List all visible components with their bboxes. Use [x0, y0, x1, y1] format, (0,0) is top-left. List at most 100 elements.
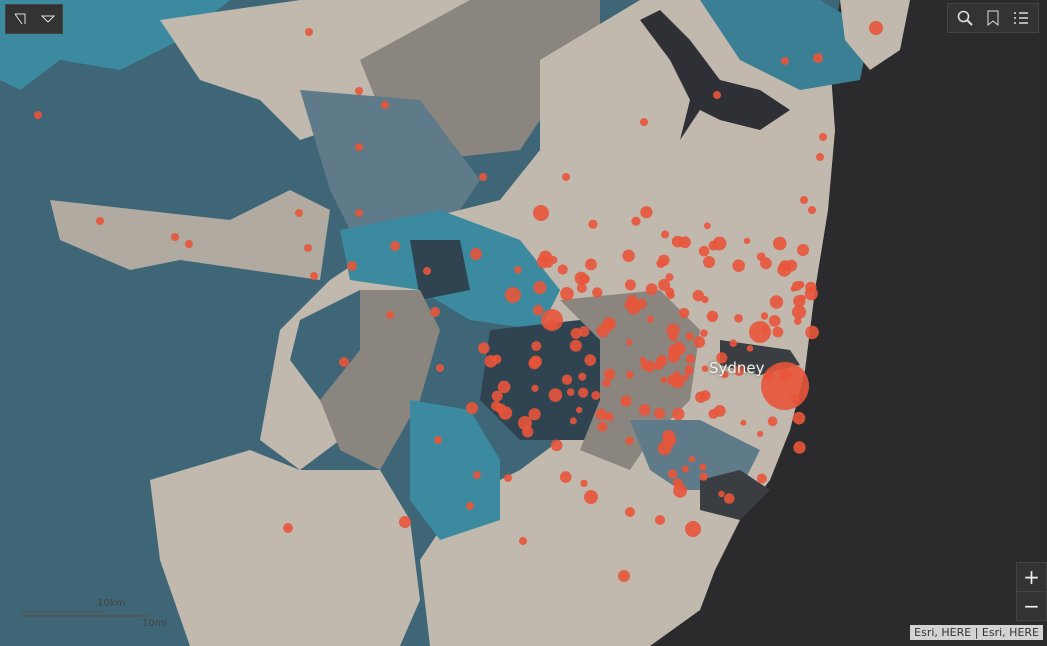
marker[interactable] — [578, 387, 589, 398]
marker[interactable] — [602, 378, 611, 388]
marker[interactable] — [478, 342, 490, 355]
marker[interactable] — [800, 196, 808, 204]
marker[interactable] — [808, 206, 816, 214]
marker[interactable] — [566, 388, 575, 397]
marker[interactable] — [666, 323, 680, 337]
marker[interactable] — [679, 236, 691, 249]
marker[interactable] — [355, 143, 363, 151]
marker[interactable] — [692, 289, 704, 302]
marker[interactable] — [34, 111, 42, 119]
marker[interactable] — [792, 305, 806, 319]
marker[interactable] — [541, 309, 563, 331]
marker[interactable] — [660, 376, 667, 384]
marker[interactable] — [769, 295, 784, 309]
marker[interactable] — [805, 325, 819, 340]
marker[interactable] — [604, 319, 616, 331]
marker[interactable] — [638, 404, 651, 416]
marker[interactable] — [580, 274, 590, 285]
marker[interactable] — [743, 237, 751, 245]
marker[interactable] — [536, 255, 550, 269]
marker[interactable] — [729, 339, 738, 348]
marker[interactable] — [732, 259, 745, 273]
marker[interactable] — [591, 390, 601, 400]
marker[interactable] — [283, 523, 293, 533]
marker[interactable] — [584, 354, 596, 366]
marker[interactable] — [473, 471, 481, 479]
marker[interactable] — [569, 339, 582, 352]
marker[interactable] — [576, 283, 587, 293]
marker[interactable] — [578, 372, 587, 381]
marker[interactable] — [816, 153, 824, 161]
marker[interactable] — [794, 317, 802, 325]
marker[interactable] — [548, 388, 563, 402]
marker[interactable] — [584, 490, 598, 504]
marker[interactable] — [756, 252, 766, 261]
marker[interactable] — [595, 408, 607, 420]
marker[interactable] — [559, 471, 572, 483]
marker[interactable] — [504, 474, 512, 482]
marker[interactable] — [684, 366, 694, 375]
marker[interactable] — [639, 356, 647, 364]
marker[interactable] — [185, 240, 193, 248]
marker[interactable] — [688, 455, 696, 463]
marker[interactable] — [491, 390, 503, 402]
marker[interactable] — [746, 345, 754, 352]
marker[interactable] — [672, 407, 685, 421]
marker[interactable] — [773, 236, 787, 251]
marker[interactable] — [701, 365, 709, 373]
marker[interactable] — [347, 261, 357, 271]
marker[interactable] — [666, 291, 675, 300]
marker[interactable] — [620, 395, 632, 407]
marker[interactable] — [685, 354, 696, 364]
marker[interactable] — [569, 417, 577, 425]
marker[interactable] — [310, 272, 318, 280]
marker[interactable] — [703, 222, 711, 230]
marker[interactable] — [430, 307, 440, 317]
marker[interactable] — [667, 469, 678, 479]
marker[interactable] — [622, 249, 635, 262]
marker[interactable] — [699, 463, 707, 471]
zoom-in[interactable]: + — [1023, 565, 1040, 589]
marker[interactable] — [713, 91, 721, 99]
marker[interactable] — [685, 332, 694, 341]
zoom-out[interactable]: − — [1017, 591, 1046, 620]
dropdown-button[interactable] — [34, 5, 62, 33]
marker[interactable] — [657, 441, 672, 456]
marker[interactable] — [562, 173, 570, 181]
marker[interactable] — [531, 384, 539, 392]
marker[interactable] — [585, 258, 597, 271]
legend-button[interactable] — [1007, 4, 1035, 32]
marker[interactable] — [797, 244, 809, 256]
marker[interactable] — [434, 436, 442, 444]
marker[interactable] — [626, 339, 633, 346]
marker[interactable] — [626, 294, 638, 307]
marker[interactable] — [386, 311, 394, 319]
marker[interactable] — [470, 248, 482, 260]
marker[interactable] — [757, 430, 764, 437]
marker[interactable] — [518, 416, 532, 430]
marker[interactable] — [869, 21, 883, 35]
marker[interactable] — [355, 209, 363, 217]
marker[interactable] — [390, 241, 400, 251]
marker[interactable] — [528, 357, 541, 370]
marker[interactable] — [698, 245, 710, 257]
marker[interactable] — [792, 411, 806, 425]
marker[interactable] — [734, 314, 743, 323]
marker[interactable] — [703, 256, 716, 268]
marker[interactable] — [557, 264, 568, 275]
bookmark-button[interactable] — [979, 4, 1007, 32]
marker[interactable] — [699, 472, 708, 481]
marker[interactable] — [792, 281, 802, 291]
marker[interactable] — [767, 416, 778, 427]
marker[interactable] — [779, 260, 791, 272]
marker[interactable] — [678, 307, 690, 319]
marker[interactable] — [656, 259, 666, 268]
marker[interactable] — [295, 209, 303, 217]
marker[interactable] — [706, 310, 719, 322]
marker[interactable] — [588, 219, 598, 229]
marker[interactable] — [625, 436, 634, 445]
marker[interactable] — [674, 343, 686, 355]
marker[interactable] — [699, 390, 711, 401]
marker[interactable] — [531, 341, 542, 352]
